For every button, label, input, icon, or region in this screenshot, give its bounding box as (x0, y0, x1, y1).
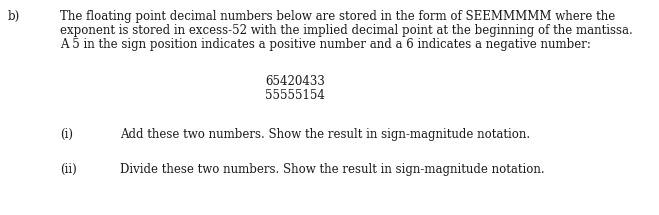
Text: b): b) (8, 10, 20, 23)
Text: 65420433: 65420433 (265, 75, 325, 88)
Text: 55555154: 55555154 (265, 89, 325, 102)
Text: (i): (i) (60, 128, 73, 141)
Text: exponent is stored in excess-52 with the implied decimal point at the beginning : exponent is stored in excess-52 with the… (60, 24, 633, 37)
Text: (ii): (ii) (60, 163, 76, 176)
Text: The floating point decimal numbers below are stored in the form of SEEMMMMM wher: The floating point decimal numbers below… (60, 10, 616, 23)
Text: A 5 in the sign position indicates a positive number and a 6 indicates a negativ: A 5 in the sign position indicates a pos… (60, 38, 591, 51)
Text: Add these two numbers. Show the result in sign-magnitude notation.: Add these two numbers. Show the result i… (120, 128, 530, 141)
Text: Divide these two numbers. Show the result in sign-magnitude notation.: Divide these two numbers. Show the resul… (120, 163, 544, 176)
